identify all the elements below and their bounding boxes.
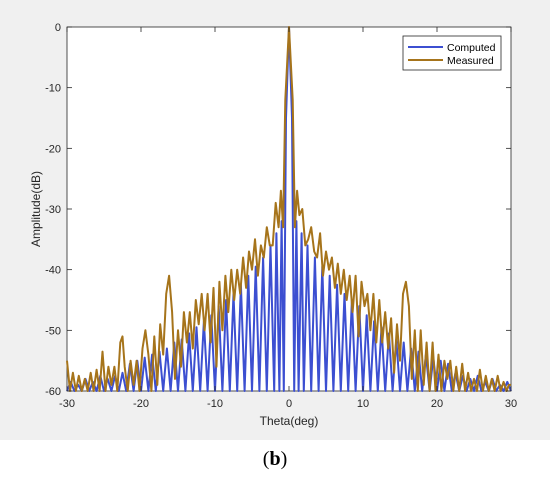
x-tick-label: 30	[505, 398, 517, 410]
y-tick-label: -30	[45, 204, 61, 216]
legend-entry-measured: Measured	[447, 55, 494, 67]
x-tick-label: -30	[59, 398, 75, 410]
y-tick-label: -60	[45, 386, 61, 398]
legend-entry-computed: Computed	[447, 42, 496, 54]
x-tick-label: 0	[286, 398, 292, 410]
x-axis-label: Theta(deg)	[260, 414, 319, 428]
legend-box	[402, 35, 502, 71]
y-tick-label: -50	[45, 325, 61, 337]
y-tick-label: 0	[55, 22, 61, 34]
y-tick-label: -20	[45, 143, 61, 155]
y-tick-label: -40	[45, 265, 61, 277]
x-tick-label: -10	[207, 398, 223, 410]
x-tick-label: 20	[431, 398, 443, 410]
plot-area	[66, 26, 512, 392]
x-tick-label: 10	[357, 398, 369, 410]
x-tick-label: -20	[133, 398, 149, 410]
y-axis-label: Amplitude(dB)	[29, 171, 43, 247]
chart: -30 -20 -10 0 10 20 30 0 -10 -20 -30 -40 -50 -60 Thet…	[0, 0, 550, 440]
legend: Computed Measured	[402, 35, 502, 71]
figure-caption: (b)	[262, 448, 288, 470]
y-tick-label: -10	[45, 83, 61, 95]
